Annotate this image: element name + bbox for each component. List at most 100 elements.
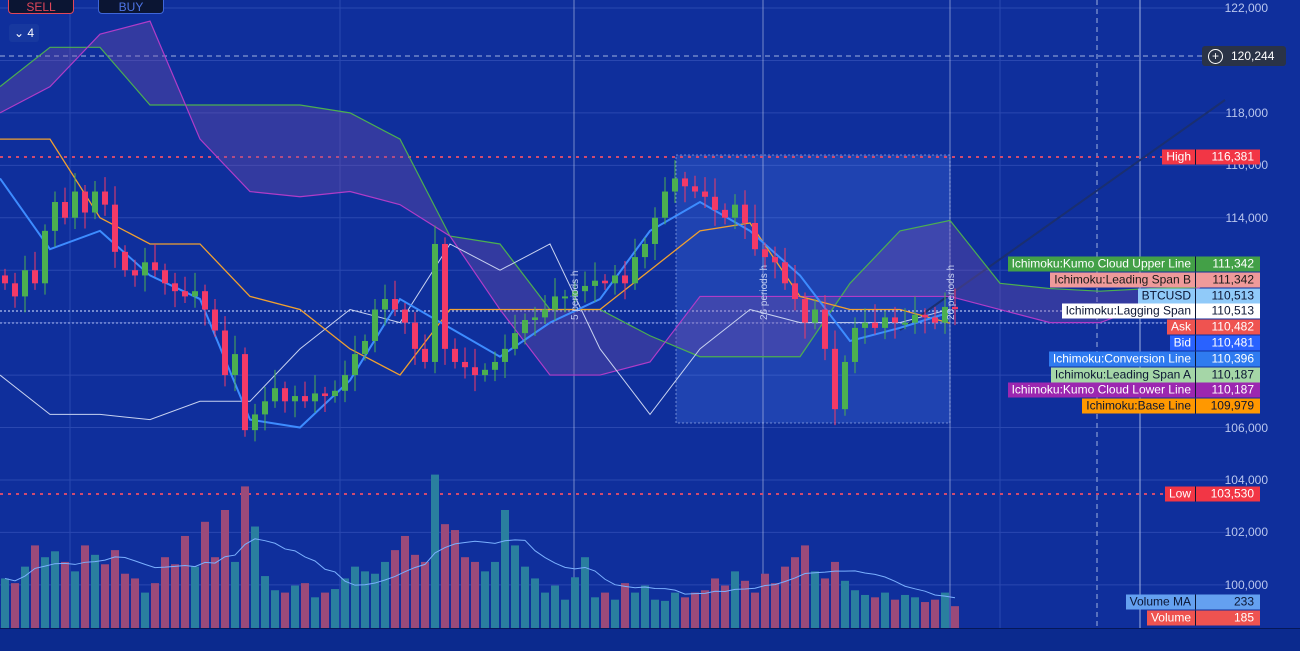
candle-body	[502, 348, 508, 362]
volume-bar	[431, 474, 439, 628]
candle-body	[212, 309, 218, 331]
buy-button[interactable]: BUY	[98, 0, 164, 14]
legend-label: Ichimoku:Conversion Line	[1048, 351, 1195, 367]
candle-body	[242, 354, 248, 431]
legend-label: Volume	[1146, 610, 1195, 625]
volume-bar	[181, 535, 189, 628]
volume-bar	[781, 566, 789, 628]
price-axis-label: 122,000	[1224, 1, 1268, 15]
volume-bar	[241, 486, 249, 628]
high-marker: High 116,381	[1162, 149, 1260, 165]
volume-bar	[711, 578, 719, 628]
price-axis-label: 104,000	[1224, 472, 1268, 487]
time-axis[interactable]	[0, 628, 1300, 651]
volume-bar	[401, 535, 409, 628]
volume-bar	[461, 557, 469, 628]
candle-body	[22, 270, 28, 297]
volume-bar	[311, 597, 319, 628]
candle-body	[622, 275, 628, 284]
volume-bar	[471, 561, 479, 628]
volume-bar	[141, 592, 149, 628]
candle-body	[412, 322, 418, 349]
volume-bar	[171, 564, 179, 628]
legend-label: Ichimoku:Lagging Span	[1061, 303, 1195, 319]
volume-bar	[511, 545, 519, 628]
candle-body	[872, 322, 878, 328]
volume-bar	[631, 592, 639, 628]
volume-bar	[681, 597, 689, 628]
candle-body	[182, 291, 188, 297]
candle-body	[612, 275, 618, 284]
volume-bar	[411, 554, 419, 628]
low-value: 103,530	[1195, 486, 1260, 502]
legend-value: 233	[1195, 594, 1260, 610]
chevron-down-icon: ⌄	[13, 26, 28, 40]
legend-item: Ichimoku:Leading Span A 110,187	[1050, 367, 1260, 383]
volume-bar	[221, 510, 229, 628]
volume-bar	[671, 592, 679, 628]
volume-bar	[601, 592, 609, 628]
candle-body	[602, 280, 608, 284]
volume-bar	[581, 557, 589, 628]
candle-body	[62, 202, 68, 218]
collapse-indicators-button[interactable]: ⌄ 4	[9, 24, 39, 42]
volume-bar	[361, 571, 369, 628]
volume-bar	[821, 578, 829, 628]
candle-body	[882, 317, 888, 328]
legend-label: BTCUSD	[1137, 288, 1195, 304]
volume-bar	[451, 530, 459, 628]
volume-bar	[51, 551, 59, 628]
legend-item: Ichimoku:Kumo Cloud Upper Line 111,342	[1007, 256, 1260, 272]
legend-value: 110,187	[1195, 382, 1260, 398]
price-axis-label: 102,000	[1224, 525, 1268, 540]
volume-bar	[261, 576, 269, 628]
legend-item: Volume MA 233	[1125, 594, 1260, 610]
candle-body	[552, 296, 558, 310]
volume-bar	[481, 571, 489, 628]
plus-circle-icon[interactable]: +	[1208, 48, 1223, 64]
candle-body	[762, 249, 768, 258]
volume-bar	[131, 578, 139, 628]
candle-body	[672, 178, 678, 192]
candle-body	[682, 178, 688, 187]
candle-body	[862, 322, 868, 328]
conversion-line	[0, 177, 951, 429]
candle-body	[702, 191, 708, 197]
crosshair-price: 120,244	[1231, 49, 1275, 63]
volume-bar	[691, 592, 699, 628]
sell-button[interactable]: SELL	[8, 0, 74, 14]
candle-body	[662, 191, 668, 218]
candle-body	[512, 333, 518, 349]
candle-body	[112, 204, 118, 252]
volume-bar	[611, 599, 619, 628]
price-axis-label: 118,000	[1225, 105, 1269, 120]
candle-body	[842, 361, 848, 410]
volume-bar	[571, 577, 579, 628]
period-label: 26 periods h	[946, 265, 957, 320]
candle-body	[352, 354, 358, 376]
trend-line	[899, 99, 1226, 331]
candle-body	[282, 388, 288, 402]
legend-label: Ichimoku:Kumo Cloud Lower Line	[1007, 382, 1195, 398]
volume-bar	[111, 550, 119, 628]
volume-bar	[951, 606, 959, 628]
volume-bar	[201, 521, 209, 628]
candle-body	[322, 393, 328, 397]
volume-bar	[21, 566, 29, 628]
legend-item: Ichimoku:Lagging Span 110,513	[1061, 303, 1260, 319]
volume-bar	[921, 602, 929, 628]
candle-body	[172, 283, 178, 292]
candle-body	[392, 299, 398, 310]
price-axis-label: 114,000	[1225, 210, 1269, 225]
volume-bar	[521, 566, 529, 628]
legend-label: Volume MA	[1125, 594, 1195, 610]
crosshair-price-label[interactable]: +120,244	[1202, 46, 1286, 66]
volume-bar	[891, 599, 899, 628]
volume-bar	[911, 597, 919, 628]
candle-body	[772, 257, 778, 263]
base-line	[0, 138, 951, 376]
candle-body	[932, 317, 938, 323]
volume-bar	[71, 571, 79, 628]
candle-body	[162, 270, 168, 284]
